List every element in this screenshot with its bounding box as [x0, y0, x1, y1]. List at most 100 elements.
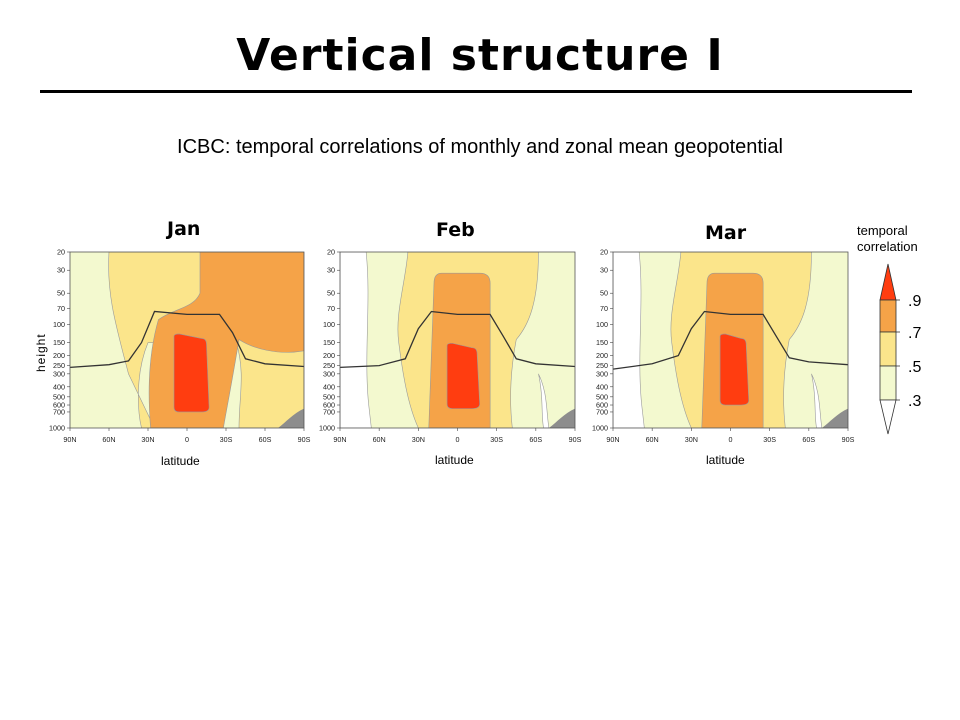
panel-jan-y-tick-label: 200 [53, 351, 65, 360]
colorbar-segment-2 [879, 365, 897, 401]
panel-mar-y-tick-label: 1000 [592, 424, 608, 433]
panel-mar-x-tick-label: 90S [842, 435, 855, 444]
panel-mar-x-tick-label: 0 [729, 435, 733, 444]
colorbar-segment-1 [879, 331, 897, 367]
panel-mar-x-tick-label: 60N [646, 435, 659, 444]
x-axis-label-jan: latitude [161, 454, 200, 468]
panel-feb-y-tick-label: 100 [323, 320, 335, 329]
panel-title-jan: Jan [167, 218, 201, 240]
panel-title-mar: Mar [705, 222, 747, 244]
panel-mar-x-tick-label: 60S [802, 435, 815, 444]
panel-feb-y-tick-label: 600 [323, 401, 335, 410]
panel-jan-x-tick-label: 30S [220, 435, 233, 444]
panel-mar-x-tick-label: 30S [763, 435, 776, 444]
panel-mar-tropopause-line [612, 310, 849, 370]
panel-jan-fill-0-9 [173, 333, 210, 413]
slide-subtitle: ICBC: temporal correlations of monthly a… [177, 136, 783, 158]
title-underline [40, 90, 912, 93]
panel-jan-field [70, 252, 304, 428]
panel-mar-fill-below-0-3 [613, 252, 645, 428]
colorbar-label: .9 [908, 293, 921, 310]
panel-mar-x-tick-label: 90N [606, 435, 619, 444]
panel-jan-x-tick-label: 0 [185, 435, 189, 444]
colorbar-legend: .9 .7 .5 .3 [879, 263, 921, 435]
x-axis-label-feb: latitude [435, 453, 474, 467]
panel-jan-y-tick-label: 700 [53, 407, 65, 416]
panel-feb-y-tick-label: 20 [327, 248, 335, 257]
panel-feb-y-tick-label: 200 [323, 351, 335, 360]
panel-feb-y-tick-label: 700 [323, 407, 335, 416]
panel-jan-y-tick-label: 20 [57, 248, 65, 257]
panel-jan-y-tick-label: 1000 [49, 424, 65, 433]
colorbar-top-triangle [879, 263, 897, 301]
panel-jan-y-tick-label: 600 [53, 401, 65, 410]
panel-jan-x-tick-label: 30N [141, 435, 154, 444]
panel-feb-x-tick-label: 90S [569, 435, 582, 444]
panel-mar-y-tick-label: 50 [600, 289, 608, 298]
panel-jan-topography [278, 408, 304, 428]
panel-mar-y-tick-label: 200 [596, 351, 608, 360]
panel-mar-field [613, 252, 848, 428]
panel-feb-y-tick-label: 1000 [319, 424, 335, 433]
slide-title: Vertical structure I [236, 30, 724, 81]
panel-feb-field [340, 252, 575, 428]
panel-feb-x-tick-label: 0 [456, 435, 460, 444]
panel-feb-fill-0-9 [446, 342, 480, 409]
panel-feb-y-tick-label: 150 [323, 338, 335, 347]
panel-mar-y-tick-label: 100 [596, 320, 608, 329]
panel-feb-y-tick-label: 500 [323, 392, 335, 401]
colorbar-label: .3 [908, 393, 921, 410]
panel-jan-y-tick-label: 300 [53, 369, 65, 378]
panel-mar-fill-below-0-3-south [811, 373, 823, 428]
panel-feb-y-tick-label: 300 [323, 369, 335, 378]
panel-mar-y-tick-label: 400 [596, 382, 608, 391]
panel-jan-y-tick-label: 150 [53, 338, 65, 347]
panel-jan-x-tick-label: 90N [63, 435, 76, 444]
panel-jan-y-tick-label: 30 [57, 266, 65, 275]
panel-feb-y-tick-label: 400 [323, 382, 335, 391]
colorbar-segment-0 [879, 299, 897, 333]
panel-jan-y-tick-label: 250 [53, 361, 65, 370]
panel-jan-x-tick-label: 60N [102, 435, 115, 444]
panel-mar-y-tick-label: 30 [600, 266, 608, 275]
panel-jan-y-tick-label: 100 [53, 320, 65, 329]
panel-jan-x-tick-label: 90S [298, 435, 311, 444]
panel-mar-x-tick-label: 30N [685, 435, 698, 444]
panel-feb-y-tick-label: 30 [327, 266, 335, 275]
colorbar-label: .7 [908, 325, 921, 342]
panel-feb-tropopause-line [339, 310, 576, 369]
panel-jan-y-tick-label: 50 [57, 289, 65, 298]
panel-feb-x-tick-label: 60N [373, 435, 386, 444]
panel-feb-fill-below-0-3 [340, 252, 372, 428]
panel-feb-fill-below-0-3-south [538, 373, 550, 428]
panel-feb-x-tick-label: 30S [490, 435, 503, 444]
panel-feb-y-tick-label: 50 [327, 289, 335, 298]
panel-title-feb: Feb [436, 219, 475, 241]
panel-feb-x-tick-label: 60S [529, 435, 542, 444]
legend-title: temporal correlation [857, 223, 918, 255]
panel-mar-y-tick-label: 300 [596, 369, 608, 378]
panel-mar-fill-0-9 [719, 333, 750, 406]
panel-mar-y-tick-label: 250 [596, 361, 608, 370]
panel-mar-y-tick-label: 700 [596, 407, 608, 416]
panel-jan-tropopause-line [69, 310, 305, 369]
panel-feb-x-tick-label: 30N [412, 435, 425, 444]
panel-jan-y-tick-label: 400 [53, 382, 65, 391]
legend-title-line1: temporal [857, 223, 908, 238]
colorbar-label: .5 [908, 359, 921, 376]
panel-mar-y-tick-label: 70 [600, 304, 608, 313]
panel-mar-topography [821, 408, 848, 428]
panel-jan-y-tick-label: 70 [57, 304, 65, 313]
panel-feb-x-tick-label: 90N [333, 435, 346, 444]
colorbar-bottom-triangle [879, 399, 897, 435]
panel-mar-y-tick-label: 600 [596, 401, 608, 410]
panel-feb-y-tick-label: 250 [323, 361, 335, 370]
legend-title-line2: correlation [857, 239, 918, 254]
panel-jan-x-tick-label: 60S [259, 435, 272, 444]
panel-mar-y-tick-label: 150 [596, 338, 608, 347]
panel-jan-y-tick-label: 500 [53, 392, 65, 401]
